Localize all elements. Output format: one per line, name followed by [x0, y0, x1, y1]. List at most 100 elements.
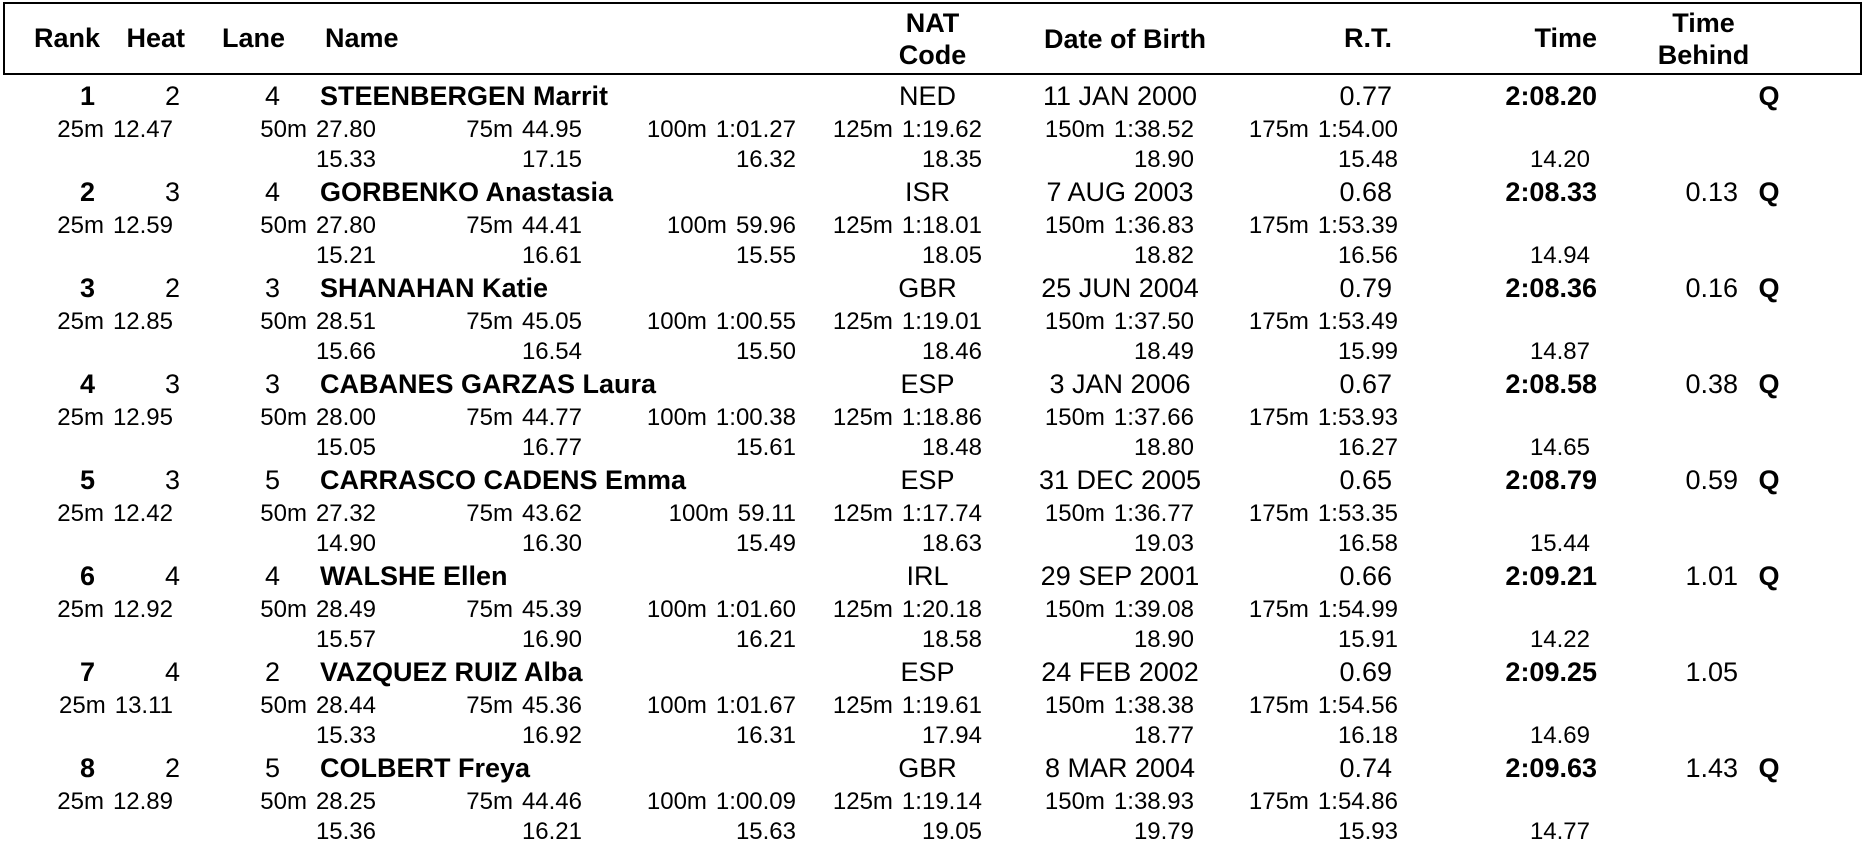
qualified-flag: Q	[1758, 369, 1780, 399]
split-cell-50m: 50m 27.80	[176, 116, 379, 144]
split-distance-label: 125m	[832, 596, 893, 623]
split-time: 1:53.49	[1317, 308, 1398, 335]
swimmer-name: CABANES GARZAS Laura	[320, 369, 657, 399]
split-time: 1:38.52	[1113, 116, 1194, 143]
split-cell-175m: 175m 1:53.39	[1197, 212, 1401, 240]
header-rank: Rank	[33, 23, 100, 53]
lane: 5	[264, 753, 280, 783]
split-time: 1:01.60	[715, 596, 796, 623]
split-cell-25m: 25m 12.92	[0, 596, 176, 624]
nat-code: ESP	[900, 465, 955, 495]
split-distance-label: 25m	[59, 692, 106, 719]
split-distance-label: 75m	[466, 692, 513, 719]
lap-time: 14.90	[315, 529, 376, 557]
split-time: 1:19.61	[901, 692, 982, 719]
split-cell-100m: 100m 1:00.38	[585, 404, 799, 432]
header-nat-code: NAT Code	[825, 7, 1040, 71]
split-time: 28.49	[315, 596, 376, 623]
lane: 3	[264, 369, 280, 399]
date-of-birth: 7 AUG 2003	[1046, 177, 1194, 207]
rank: 3	[79, 273, 95, 303]
swimmer-name: CARRASCO CADENS Emma	[320, 465, 687, 495]
split-distance-label: 150m	[1044, 596, 1105, 623]
split-time: 1:37.66	[1113, 404, 1194, 431]
split-distance-label: 100m	[646, 596, 707, 623]
split-time: 12.85	[112, 308, 173, 335]
lap-time: 16.58	[1337, 529, 1398, 557]
splits-line: 25m 13.11 50m 28.44 75m 45.36 100m 1:01.…	[0, 691, 1871, 721]
header-name: Name	[325, 23, 399, 53]
split-cell-25m: 25m 13.11	[0, 692, 176, 720]
nat-code: NED	[898, 81, 956, 111]
split-distance-label: 25m	[57, 116, 104, 143]
split-cell-150m: 150m 1:36.77	[985, 500, 1197, 528]
lap-times-line: 15.57 16.90 16.21 18.58 18.90 15.91 14.2…	[0, 625, 1871, 654]
header-reaction-time: R.T.	[1343, 23, 1392, 53]
split-cell-50m: 50m 28.00	[176, 404, 379, 432]
split-cell-100m: 100m 1:01.60	[585, 596, 799, 624]
split-distance-label: 75m	[466, 212, 513, 239]
time-behind: 0.13	[1685, 177, 1738, 207]
split-cell-175m: 175m 1:54.86	[1197, 788, 1401, 816]
lap-time: 18.82	[1133, 241, 1194, 269]
split-time: 1:17.74	[901, 500, 982, 527]
split-time: 1:54.99	[1317, 596, 1398, 623]
split-time: 1:18.86	[901, 404, 982, 431]
split-distance-label: 175m	[1248, 596, 1309, 623]
reaction-time: 0.68	[1339, 177, 1392, 207]
split-time: 1:19.14	[901, 788, 982, 815]
rank: 2	[79, 177, 95, 207]
lap-time: 16.30	[521, 529, 582, 557]
lane: 4	[264, 177, 280, 207]
split-cell-25m: 25m 12.47	[0, 116, 176, 144]
split-cell-150m: 150m 1:37.50	[985, 308, 1197, 336]
lap-times-line: 15.05 16.77 15.61 18.48 18.80 16.27 14.6…	[0, 433, 1871, 462]
splits-line: 25m 12.42 50m 27.32 75m 43.62 100m 59.11…	[0, 499, 1871, 529]
split-cell-125m: 125m 1:19.01	[799, 308, 985, 336]
split-time: 28.44	[315, 692, 376, 719]
heat: 4	[164, 657, 180, 687]
split-distance-label: 50m	[260, 692, 307, 719]
split-time: 27.80	[315, 212, 376, 239]
split-cell-150m: 150m 1:38.93	[985, 788, 1197, 816]
splits-line: 25m 12.59 50m 27.80 75m 44.41 100m 59.96…	[0, 211, 1871, 241]
result-row: 6 4 4 WALSHE Ellen IRL 29 SEP 2001 0.66 …	[0, 558, 1871, 654]
nat-code: ISR	[904, 177, 950, 207]
time-behind: 1.01	[1685, 561, 1738, 591]
split-time: 12.89	[112, 788, 173, 815]
split-cell-100m: 100m 1:01.67	[585, 692, 799, 720]
lane: 4	[264, 81, 280, 111]
qualified-flag: Q	[1758, 273, 1780, 303]
final-lap-time: 14.65	[1529, 433, 1590, 461]
lap-time: 15.50	[735, 337, 796, 365]
split-cell-100m: 100m 1:01.27	[585, 116, 799, 144]
rank: 5	[79, 465, 95, 495]
split-distance-label: 125m	[832, 404, 893, 431]
split-distance-label: 25m	[57, 212, 104, 239]
lap-time: 15.55	[735, 241, 796, 269]
split-distance-label: 50m	[260, 212, 307, 239]
split-time: 1:53.39	[1317, 212, 1398, 239]
result-main-line: 7 4 2 VAZQUEZ RUIZ Alba ESP 24 FEB 2002 …	[0, 654, 1871, 691]
lap-time: 15.63	[735, 817, 796, 845]
result-row: 5 3 5 CARRASCO CADENS Emma ESP 31 DEC 20…	[0, 462, 1871, 558]
result-main-line: 4 3 3 CABANES GARZAS Laura ESP 3 JAN 200…	[0, 366, 1871, 403]
heat: 4	[164, 561, 180, 591]
split-cell-25m: 25m 12.59	[0, 212, 176, 240]
split-cell-100m: 100m 59.96	[585, 212, 799, 240]
split-distance-label: 175m	[1248, 692, 1309, 719]
lap-time: 16.90	[521, 625, 582, 653]
result-main-line: 1 2 4 STEENBERGEN Marrit NED 11 JAN 2000…	[0, 78, 1871, 115]
lap-times-line: 15.33 17.15 16.32 18.35 18.90 15.48 14.2…	[0, 145, 1871, 174]
split-cell-50m: 50m 27.80	[176, 212, 379, 240]
result-row: 4 3 3 CABANES GARZAS Laura ESP 3 JAN 200…	[0, 366, 1871, 462]
lap-time: 18.49	[1133, 337, 1194, 365]
qualified-flag: Q	[1758, 753, 1780, 783]
final-time: 2:09.21	[1505, 561, 1597, 591]
split-time: 44.77	[521, 404, 582, 431]
result-row: 1 2 4 STEENBERGEN Marrit NED 11 JAN 2000…	[0, 78, 1871, 174]
split-time: 1:19.62	[901, 116, 982, 143]
lap-time: 18.80	[1133, 433, 1194, 461]
time-behind: 1.43	[1685, 753, 1738, 783]
reaction-time: 0.74	[1339, 753, 1392, 783]
